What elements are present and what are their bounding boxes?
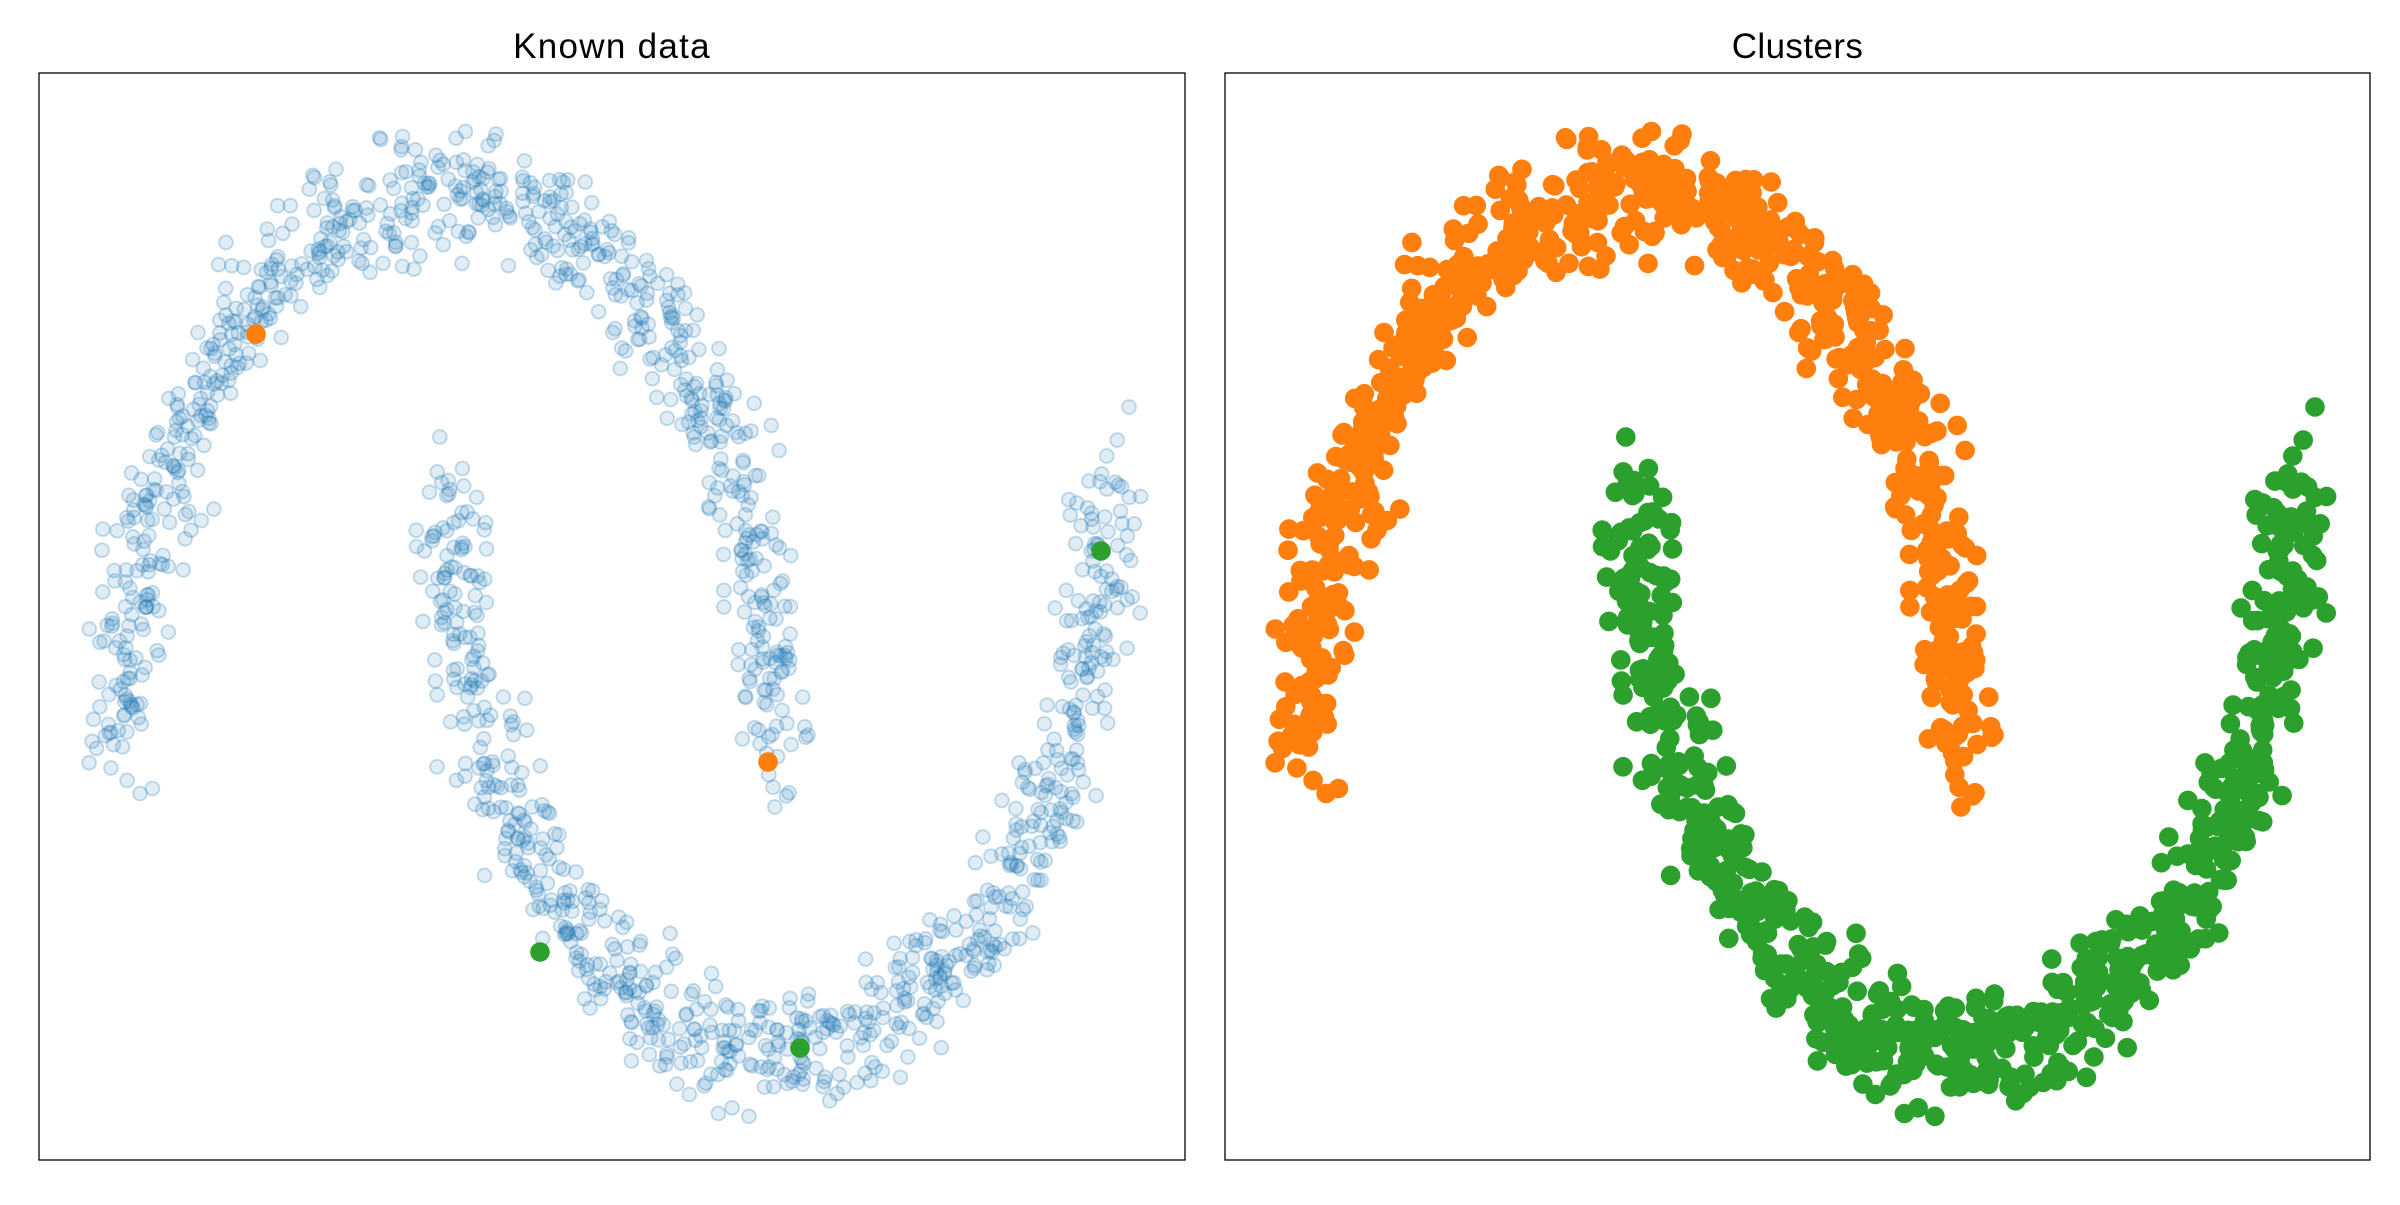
- svg-text:Known data: Known data: [513, 27, 711, 66]
- svg-text:Clusters: Clusters: [1732, 27, 1864, 66]
